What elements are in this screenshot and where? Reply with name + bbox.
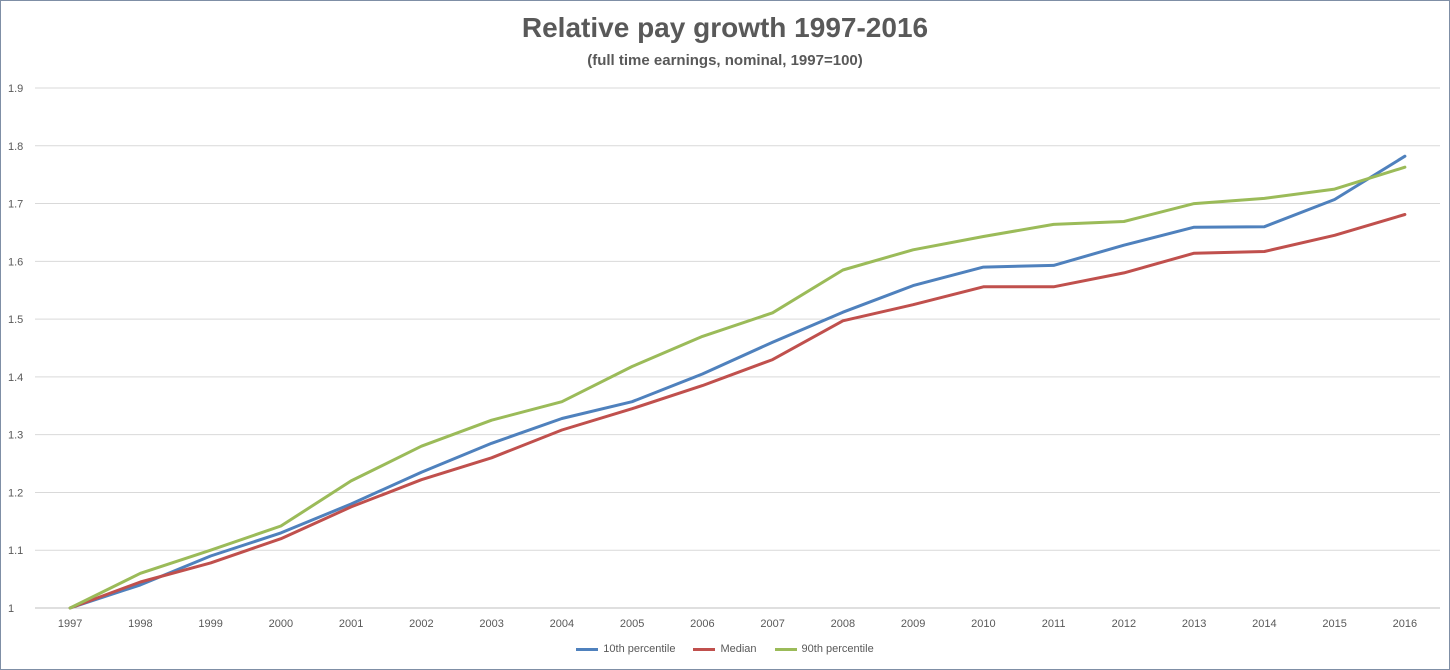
y-tick-label: 1.9 [8,83,23,95]
x-tick-label: 2016 [1393,618,1417,630]
legend-swatch [693,647,716,651]
series-line-median [68,213,1407,610]
series-line-90th-percentile [68,165,1407,610]
legend-swatch [774,647,797,651]
legend-label: 90th percentile [801,643,874,655]
legend: 10th percentile Median 90th percentile [0,643,1450,655]
x-tick-label: 2012 [1112,618,1136,630]
y-tick-label: 1.3 [8,430,23,442]
legend-swatch [576,647,599,651]
gridlines [35,87,1440,609]
legend-label: Median [720,643,757,655]
y-tick-label: 1.8 [8,141,23,153]
y-tick-label: 1.4 [8,372,23,384]
x-axis-ticks: 1997 1998 1999 2000 2001 2002 2003 2004 2005 2006… [58,618,1417,630]
x-tick-label: 2003 [479,618,503,630]
legend-label: 10th percentile [603,643,676,655]
x-tick-label: 2008 [831,618,855,630]
x-tick-label: 2015 [1322,618,1346,630]
x-tick-label: 2000 [269,618,293,630]
x-tick-label: 2007 [760,618,784,630]
x-tick-label: 2001 [339,618,363,630]
y-tick-label: 1.5 [8,314,23,326]
x-tick-label: 2014 [1252,618,1276,630]
legend-item: 10th percentile [576,643,675,655]
y-tick-label: 1.1 [8,545,23,557]
y-tick-label: 1 [8,603,14,615]
x-tick-label: 2002 [409,618,433,630]
chart-title: Relative pay growth 1997-2016 [521,12,929,43]
y-tick-label: 1.7 [8,199,23,211]
x-tick-label: 2013 [1182,618,1206,630]
x-tick-label: 2011 [1042,618,1066,630]
series-line-10th-percentile [68,154,1407,610]
y-axis-ticks: 1 1.1 1.2 1.3 1.4 1.5 1.6 1.7 1.8 1.9 [8,83,23,615]
x-tick-label: 1997 [58,618,82,630]
x-tick-label: 2010 [971,618,995,630]
y-tick-label: 1.6 [8,256,23,268]
chart-subtitle: (full time earnings, nominal, 1997=100) [587,52,863,69]
x-tick-label: 2004 [550,618,574,630]
legend-item: Median [693,643,757,655]
x-tick-label: 1998 [128,618,152,630]
series-lines [68,154,1407,610]
plot-area: 11.11.21.31.41.51.61.71.81.9 1997 1998 199… [8,83,1440,630]
x-tick-label: 2009 [901,618,925,630]
x-tick-label: 2006 [690,618,714,630]
x-tick-label: 1999 [198,618,222,630]
legend-item: 90th percentile [774,643,874,655]
x-tick-label: 2005 [620,618,644,630]
y-tick-label: 1.2 [8,487,23,499]
